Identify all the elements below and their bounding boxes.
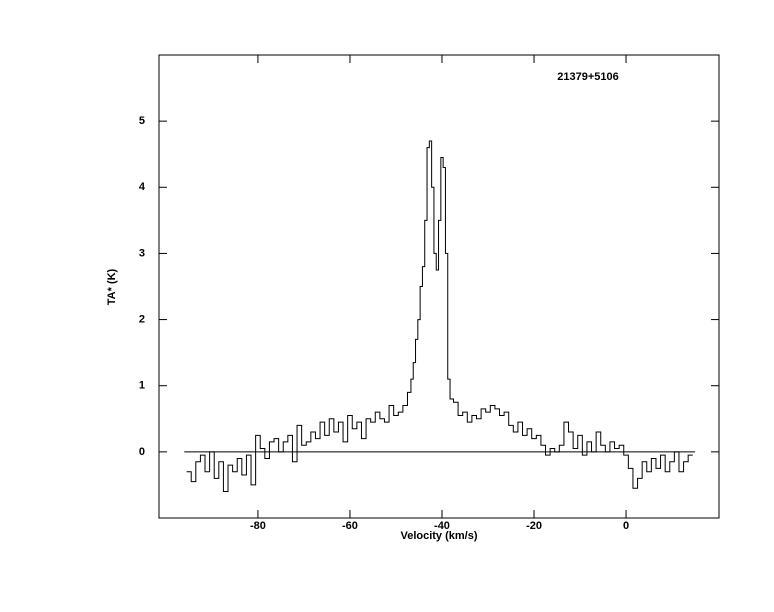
x-tick-label: -40 (434, 520, 450, 532)
x-tick-label: 0 (623, 520, 629, 532)
x-tick-label: -80 (250, 520, 266, 532)
spectrum-line (186, 140, 693, 493)
y-tick-label: 3 (139, 247, 145, 259)
chart-title: 21379+5106 (557, 71, 618, 83)
y-tick-label: 4 (139, 181, 146, 193)
x-axis-label: Velocity (km/s) (400, 530, 477, 542)
y-tick-label: 1 (139, 380, 145, 392)
y-axis-label: TA* (K) (106, 268, 118, 305)
y-tick-label: 5 (139, 115, 145, 127)
y-tick-label: 0 (139, 446, 145, 458)
y-tick-label: 2 (139, 313, 145, 325)
x-tick-label: -60 (342, 520, 358, 532)
x-tick-label: -20 (526, 520, 542, 532)
plot-frame (158, 54, 720, 519)
